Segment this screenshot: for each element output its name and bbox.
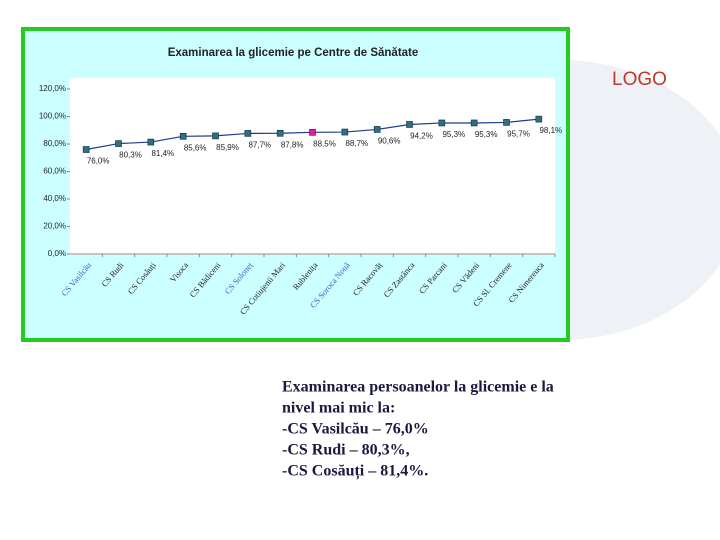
value-label: 80,3%: [119, 151, 142, 160]
body-line: Examinarea persoanelor la glicemie e la: [282, 379, 554, 396]
marker: [535, 115, 543, 123]
value-label: 87,7%: [248, 141, 271, 150]
value-label: 85,9%: [216, 143, 239, 152]
marker: [470, 119, 478, 127]
value-label: 90,6%: [378, 137, 401, 146]
marker: [244, 130, 252, 137]
marker: [212, 132, 219, 140]
value-label: 87,8%: [281, 140, 304, 149]
marker: [179, 133, 187, 140]
body-text: Examinarea persoanelor la glicemie e la n…: [282, 379, 554, 481]
y-tick-label: 0,0%: [48, 249, 66, 258]
value-label: 76,0%: [87, 157, 110, 166]
value-label: 95,3%: [475, 130, 498, 139]
value-label: 88,5%: [313, 139, 336, 148]
y-tick-label: 80,0%: [43, 139, 66, 148]
body-line: nivel mai mic la:: [282, 400, 395, 417]
marker: [341, 128, 349, 136]
marker: [373, 126, 381, 133]
marker: [438, 119, 446, 127]
marker: [309, 129, 316, 136]
y-tick-label: 40,0%: [43, 194, 66, 203]
value-label: 85,6%: [184, 143, 207, 152]
marker: [276, 129, 284, 137]
marker: [503, 119, 510, 126]
value-label: 95,3%: [442, 130, 465, 139]
marker: [115, 140, 122, 147]
value-label: 98,1%: [539, 126, 562, 135]
y-tick-label: 100,0%: [39, 112, 66, 121]
value-label: 88,7%: [345, 139, 368, 148]
plot-area: [70, 78, 555, 255]
y-tick-label: 20,0%: [43, 222, 66, 231]
marker: [406, 121, 413, 128]
value-label: 94,2%: [410, 132, 433, 141]
value-label: 81,4%: [151, 149, 174, 158]
chart-title: Examinarea la glicemie pe Centre de Sănă…: [168, 47, 419, 59]
y-tick-label: 120,0%: [39, 84, 66, 93]
logo: LOGO: [612, 69, 667, 90]
marker: [82, 146, 90, 153]
y-tick-label: 60,0%: [43, 167, 66, 176]
marker: [147, 138, 155, 146]
body-line: -CS Vasilcău – 76,0%: [282, 421, 429, 438]
body-line: -CS Rudi – 80,3%,: [282, 442, 410, 459]
value-label: 95,7%: [507, 130, 530, 139]
body-line: -CS Cosăuți – 81,4%.: [282, 463, 428, 481]
